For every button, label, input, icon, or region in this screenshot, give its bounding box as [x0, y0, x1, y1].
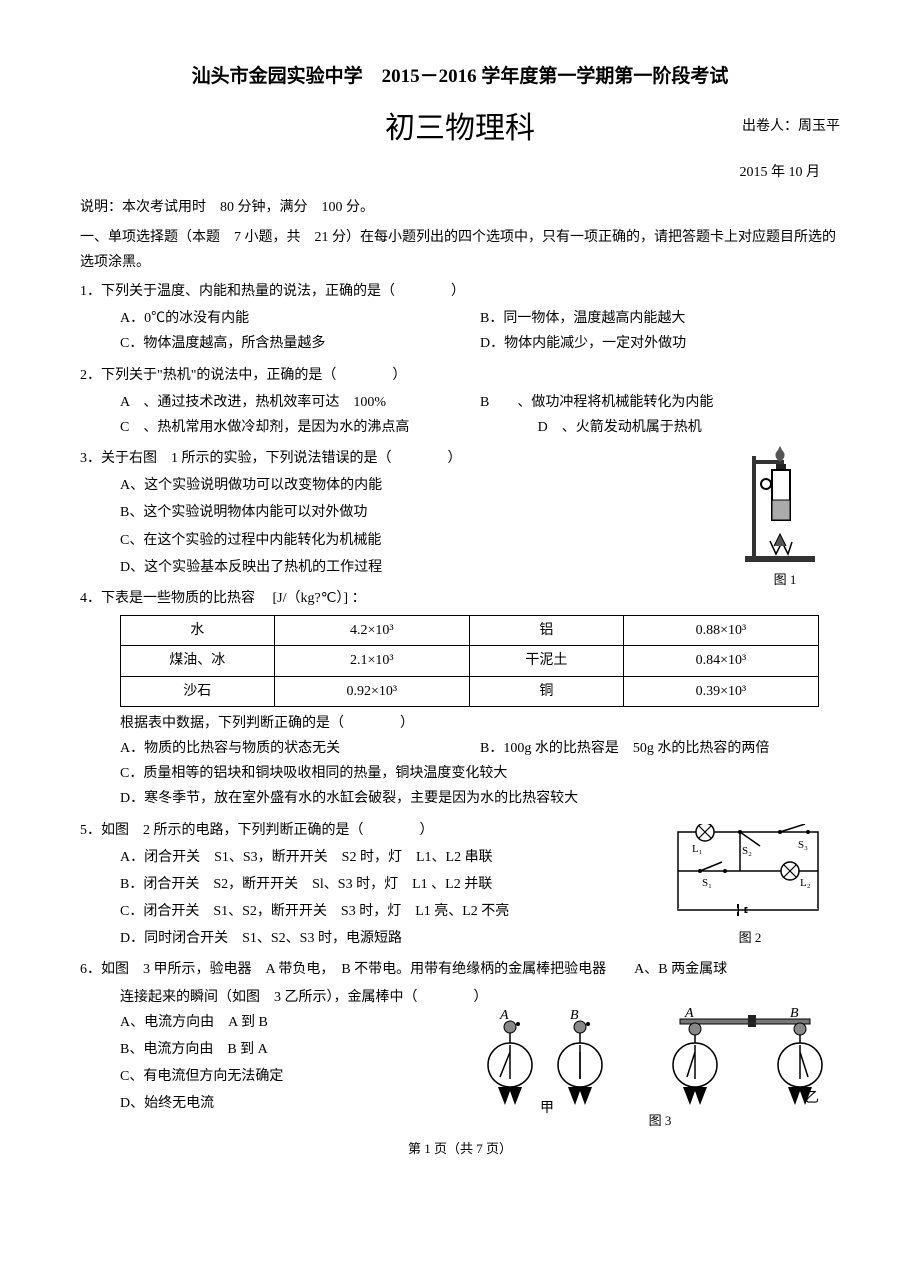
- specific-heat-table: 水 4.2×10³ 铝 0.88×10³ 煤油、冰 2.1×10³ 干泥土 0.…: [120, 615, 819, 707]
- figure-1: 图 1: [740, 446, 830, 591]
- label-a: A: [499, 1008, 509, 1023]
- apparatus-icon: [740, 446, 820, 566]
- q1-option-c: C．物体温度越高，所含热量越多: [120, 331, 480, 356]
- table-cell: 沙石: [121, 676, 275, 706]
- label-yi: 乙: [805, 1090, 819, 1106]
- figure-2-label: 图 2: [670, 926, 830, 949]
- q4-option-a: A．物质的比热容与物质的状态无关: [120, 736, 480, 761]
- table-row: 水 4.2×10³ 铝 0.88×10³: [121, 616, 819, 646]
- q3-option-c: C、在这个实验的过程中内能转化为机械能: [120, 528, 840, 553]
- figure-3: A B 甲: [470, 1007, 850, 1132]
- instructions: 说明：本次考试用时 80 分钟，满分 100 分。: [80, 195, 840, 220]
- title-line-1: 汕头市金园实验中学 2015－2016 学年度第一学期第一阶段考试: [80, 60, 840, 94]
- table-cell: 铜: [470, 676, 624, 706]
- svg-text:L₂: L₂: [800, 877, 811, 889]
- table-cell: 0.88×10³: [623, 616, 819, 646]
- table-cell: 0.92×10³: [274, 676, 469, 706]
- q4-stem: 4．下表是一些物质的比热容 [J/（kg?℃）] ：: [80, 586, 840, 611]
- q4-option-d: D．寒冬季节，放在室外盛有水的水缸会破裂，主要是因为水的比热容较大: [80, 786, 840, 811]
- question-3: 图 1 3．关于右图 1 所示的实验，下列说法错误的是（ ） A、这个实验说明做…: [80, 446, 840, 580]
- question-5: L₁ S₂ S₃ S₁ L₂: [80, 818, 840, 952]
- table-cell: 煤油、冰: [121, 646, 275, 676]
- title-line-2: 初三物理科 出卷人：周玉平: [80, 102, 840, 156]
- svg-text:S₃: S₃: [798, 839, 808, 851]
- label-b: B: [570, 1008, 579, 1023]
- label-jia: 甲: [540, 1101, 554, 1116]
- author-label: 出卷人：周玉平: [742, 114, 840, 139]
- figure-2: L₁ S₂ S₃ S₁ L₂: [670, 824, 830, 949]
- q6-stem-line1: 6．如图 3 甲所示，验电器 A 带负电， B 不带电。用带有绝缘柄的金属棒把验…: [80, 957, 840, 982]
- table-cell: 0.39×10³: [623, 676, 819, 706]
- svg-text:L₁: L₁: [692, 843, 703, 855]
- question-6: 6．如图 3 甲所示，验电器 A 带负电， B 不带电。用带有绝缘柄的金属棒把验…: [80, 957, 840, 1116]
- electroscope-icon: A B 甲: [470, 1007, 840, 1117]
- table-cell: 铝: [470, 616, 624, 646]
- subject-title: 初三物理科: [385, 112, 535, 145]
- q3-option-b: B、这个实验说明物体内能可以对外做功: [120, 500, 840, 525]
- svg-text:A: A: [684, 1007, 694, 1021]
- q4-option-c: C．质量相等的铝块和铜块吸收相同的热量，铜块温度变化较大: [80, 761, 840, 786]
- figure-3-label: 图 3: [470, 1109, 850, 1132]
- q1-stem: 1．下列关于温度、内能和热量的说法，正确的是（ ）: [80, 279, 840, 304]
- table-row: 煤油、冰 2.1×10³ 干泥土 0.84×10³: [121, 646, 819, 676]
- table-cell: 2.1×10³: [274, 646, 469, 676]
- q1-option-d: D．物体内能减少，一定对外做功: [480, 331, 840, 356]
- q3-option-d: D、这个实验基本反映出了热机的工作过程: [120, 555, 840, 580]
- q4-option-b: B．100g 水的比热容是 50g 水的比热容的两倍: [480, 736, 840, 761]
- question-1: 1．下列关于温度、内能和热量的说法，正确的是（ ） A．0℃的冰没有内能 B．同…: [80, 279, 840, 357]
- q1-option-a: A．0℃的冰没有内能: [120, 306, 480, 331]
- q1-option-b: B．同一物体，温度越高内能越大: [480, 306, 840, 331]
- svg-text:B: B: [790, 1007, 799, 1021]
- q2-option-c: C 、热机常用水做冷却剂，是因为水的沸点高: [120, 415, 538, 440]
- svg-text:S₁: S₁: [702, 877, 712, 889]
- q3-option-a: A、这个实验说明做功可以改变物体的内能: [120, 473, 840, 498]
- q2-option-b: B 、做功冲程将机械能转化为内能: [480, 390, 840, 415]
- page-footer: 第 1 页（共 7 页）: [80, 1137, 840, 1160]
- table-cell: 4.2×10³: [274, 616, 469, 646]
- svg-text:S₂: S₂: [742, 845, 752, 857]
- q6-stem-line2: 连接起来的瞬间（如图 3 乙所示），金属棒中（ ）: [80, 985, 840, 1010]
- q2-option-d: D 、火箭发动机属于热机: [538, 415, 840, 440]
- q3-stem: 3．关于右图 1 所示的实验，下列说法错误的是（ ）: [80, 446, 840, 471]
- q2-option-a: A 、通过技术改进，热机效率可达 100%: [120, 390, 480, 415]
- exam-date: 2015 年 10 月: [80, 160, 840, 185]
- q4-sub-stem: 根据表中数据，下列判断正确的是（ ）: [80, 711, 840, 736]
- section-1-header: 一、单项选择题（本题 7 小题，共 21 分）在每小题列出的四个选项中，只有一项…: [80, 225, 840, 275]
- table-cell: 干泥土: [470, 646, 624, 676]
- table-row: 沙石 0.92×10³ 铜 0.39×10³: [121, 676, 819, 706]
- question-2: 2．下列关于"热机"的说法中，正确的是（ ） A 、通过技术改进，热机效率可达 …: [80, 363, 840, 441]
- question-4: 4．下表是一些物质的比热容 [J/（kg?℃）] ： 水 4.2×10³ 铝 0…: [80, 586, 840, 812]
- circuit-icon: L₁ S₂ S₃ S₁ L₂: [670, 824, 825, 924]
- table-cell: 0.84×10³: [623, 646, 819, 676]
- table-cell: 水: [121, 616, 275, 646]
- q2-stem: 2．下列关于"热机"的说法中，正确的是（ ）: [80, 363, 840, 388]
